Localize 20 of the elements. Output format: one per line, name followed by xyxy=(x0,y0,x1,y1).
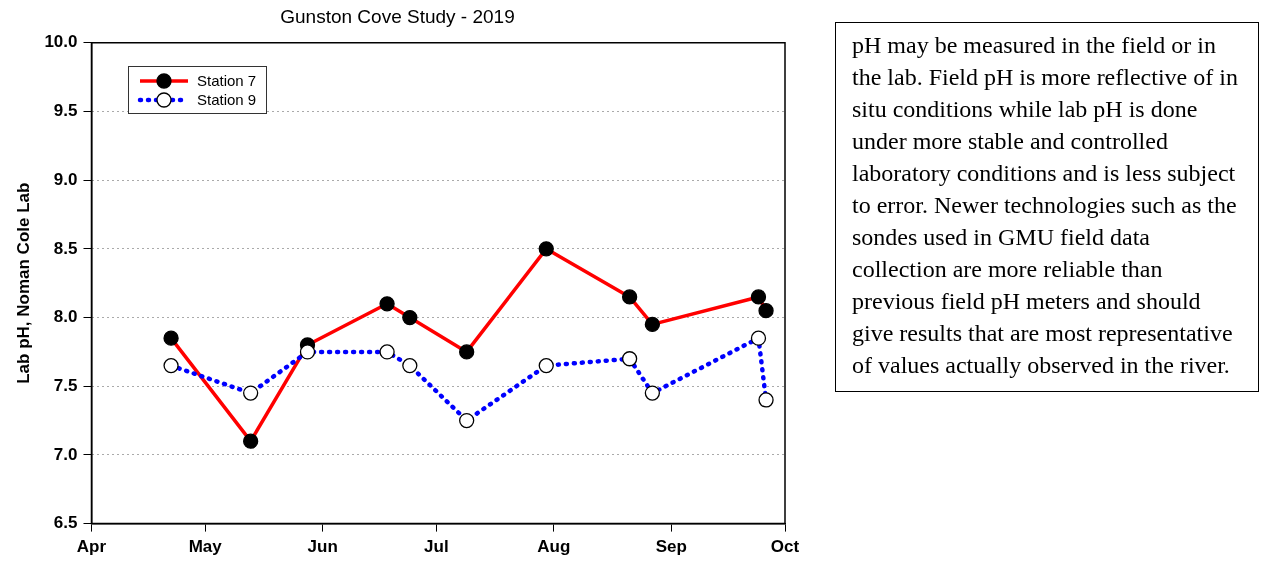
legend-label: Station 9 xyxy=(197,91,257,108)
y-tick-label: 8.5 xyxy=(53,238,78,258)
text: pH may be measured in the field or in the lab. Field pH is more reflective of in situ conditions while lab pH is done under more stable and controlled laboratory conditions and is less subject to error. Newer technologies such as the sondes used in GMU field data collection are more reliable than previous field pH meters and should give results that are most representative of values actually observed in the river. xyxy=(852,32,1238,378)
y-tick-label: 9.5 xyxy=(53,101,78,121)
y-tick-label: 9.0 xyxy=(53,169,78,189)
x-tick-label: Apr xyxy=(76,537,107,557)
chart-title: Gunston Cove Study - 2019 xyxy=(280,5,515,27)
x-tick-label: Aug xyxy=(537,537,571,557)
y-tick-label: 7.0 xyxy=(53,444,78,464)
x-tick-label: Jul xyxy=(424,537,449,557)
y-tick-label: 10.0 xyxy=(44,32,78,52)
x-tick-label: Sep xyxy=(655,537,687,557)
y-tick-label: 7.5 xyxy=(53,375,78,395)
legend-label: Station 7 xyxy=(197,72,257,89)
y-axis-title: Lab pH, Noman Cole Lab xyxy=(13,182,33,384)
y-tick-label: 8.0 xyxy=(53,307,78,327)
x-tick-label: Jun xyxy=(307,537,338,557)
y-tick-label: 6.5 xyxy=(53,513,78,533)
x-tick-label: May xyxy=(188,537,223,557)
x-tick-label: Oct xyxy=(770,537,800,557)
